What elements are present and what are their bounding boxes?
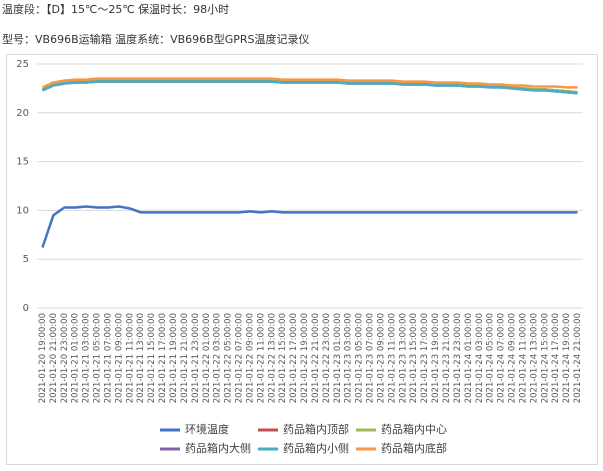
legend-label: 药品箱内底部 [381,441,447,455]
x-tick-label: 2021-01-23 17:00:00 [420,313,430,403]
x-tick-label: 2021-01-22 21:00:00 [311,313,321,403]
x-tick-label: 2021-01-24 15:00:00 [540,313,550,403]
x-tick-label: 2021-01-22 19:00:00 [300,313,310,403]
x-tick-label: 2021-01-22 13:00:00 [267,313,277,403]
x-tick-label: 2021-01-21 23:00:00 [191,313,201,403]
y-tick-label: 0 [23,303,29,314]
x-tick-label: 2021-01-21 07:00:00 [103,313,113,403]
x-tick-label: 2021-01-24 11:00:00 [518,313,528,403]
x-tick-label: 2021-01-23 01:00:00 [333,313,343,403]
x-tick-label: 2021-01-23 19:00:00 [431,313,441,403]
x-tick-label: 2021-01-23 23:00:00 [453,313,463,403]
y-tick-label: 5 [23,254,29,265]
y-tick-label: 15 [16,157,29,168]
y-tick-label: 25 [16,59,29,70]
x-tick-label: 2021-01-22 11:00:00 [256,313,266,403]
x-tick-label: 2021-01-24 17:00:00 [551,313,561,403]
chart-frame [6,54,598,465]
header-line: 型号：VB696B运输箱 温度系统：VB696B型GPRS温度记录仪 [2,32,310,46]
legend-label: 药品箱内中心 [381,422,447,436]
x-tick-label: 2021-01-21 11:00:00 [125,313,135,403]
legend-label: 药品箱内顶部 [283,422,349,436]
x-tick-label: 2021-01-24 05:00:00 [486,313,496,403]
x-tick-label: 2021-01-24 03:00:00 [475,313,485,403]
y-tick-label: 20 [16,108,29,119]
x-tick-label: 2021-01-24 21:00:00 [573,313,583,403]
x-tick-label: 2021-01-21 21:00:00 [180,313,190,403]
header-line: 温度段：【D】15℃～25℃ 保温时长：98小时 [2,2,229,16]
x-tick-label: 2021-01-23 05:00:00 [355,313,365,403]
x-tick-label: 2021-01-21 01:00:00 [71,313,81,403]
x-tick-label: 2021-01-24 19:00:00 [562,313,572,403]
x-tick-label: 2021-01-21 09:00:00 [114,313,124,403]
x-tick-label: 2021-01-23 15:00:00 [409,313,419,403]
x-tick-label: 2021-01-20 21:00:00 [49,313,59,403]
x-tick-label: 2021-01-21 03:00:00 [82,313,92,403]
x-tick-label: 2021-01-21 17:00:00 [158,313,168,403]
legend-label: 药品箱内小侧 [283,441,349,455]
x-tick-label: 2021-01-22 01:00:00 [202,313,212,403]
x-tick-label: 2021-01-23 07:00:00 [366,313,376,403]
x-tick-label: 2021-01-24 07:00:00 [497,313,507,403]
x-tick-label: 2021-01-20 19:00:00 [38,313,48,403]
x-tick-label: 2021-01-22 05:00:00 [224,313,234,403]
x-tick-label: 2021-01-21 05:00:00 [93,313,103,403]
x-tick-label: 2021-01-21 19:00:00 [169,313,179,403]
series-line [41,77,578,89]
x-tick-label: 2021-01-21 15:00:00 [147,313,157,403]
x-tick-label: 2021-01-21 13:00:00 [136,313,146,403]
x-tick-label: 2021-01-22 03:00:00 [213,313,223,403]
x-tick-label: 2021-01-23 21:00:00 [442,313,452,403]
x-tick-label: 2021-01-20 23:00:00 [60,313,70,403]
x-tick-label: 2021-01-23 13:00:00 [398,313,408,403]
legend-label: 环境温度 [185,422,229,436]
x-tick-label: 2021-01-22 17:00:00 [289,313,299,403]
x-tick-label: 2021-01-23 03:00:00 [344,313,354,403]
x-tick-label: 2021-01-22 07:00:00 [235,313,245,403]
x-tick-label: 2021-01-24 13:00:00 [529,313,539,403]
x-tick-label: 2021-01-23 11:00:00 [387,313,397,403]
legend-label: 药品箱内大侧 [185,441,251,455]
x-tick-label: 2021-01-23 09:00:00 [376,313,386,403]
x-tick-label: 2021-01-22 09:00:00 [245,313,255,403]
x-tick-label: 2021-01-24 01:00:00 [464,313,474,403]
series-line [41,205,578,248]
x-tick-label: 2021-01-24 09:00:00 [508,313,518,403]
x-tick-label: 2021-01-22 15:00:00 [278,313,288,403]
series-line [41,80,578,95]
y-tick-label: 10 [16,205,29,216]
x-tick-label: 2021-01-22 23:00:00 [322,313,332,403]
